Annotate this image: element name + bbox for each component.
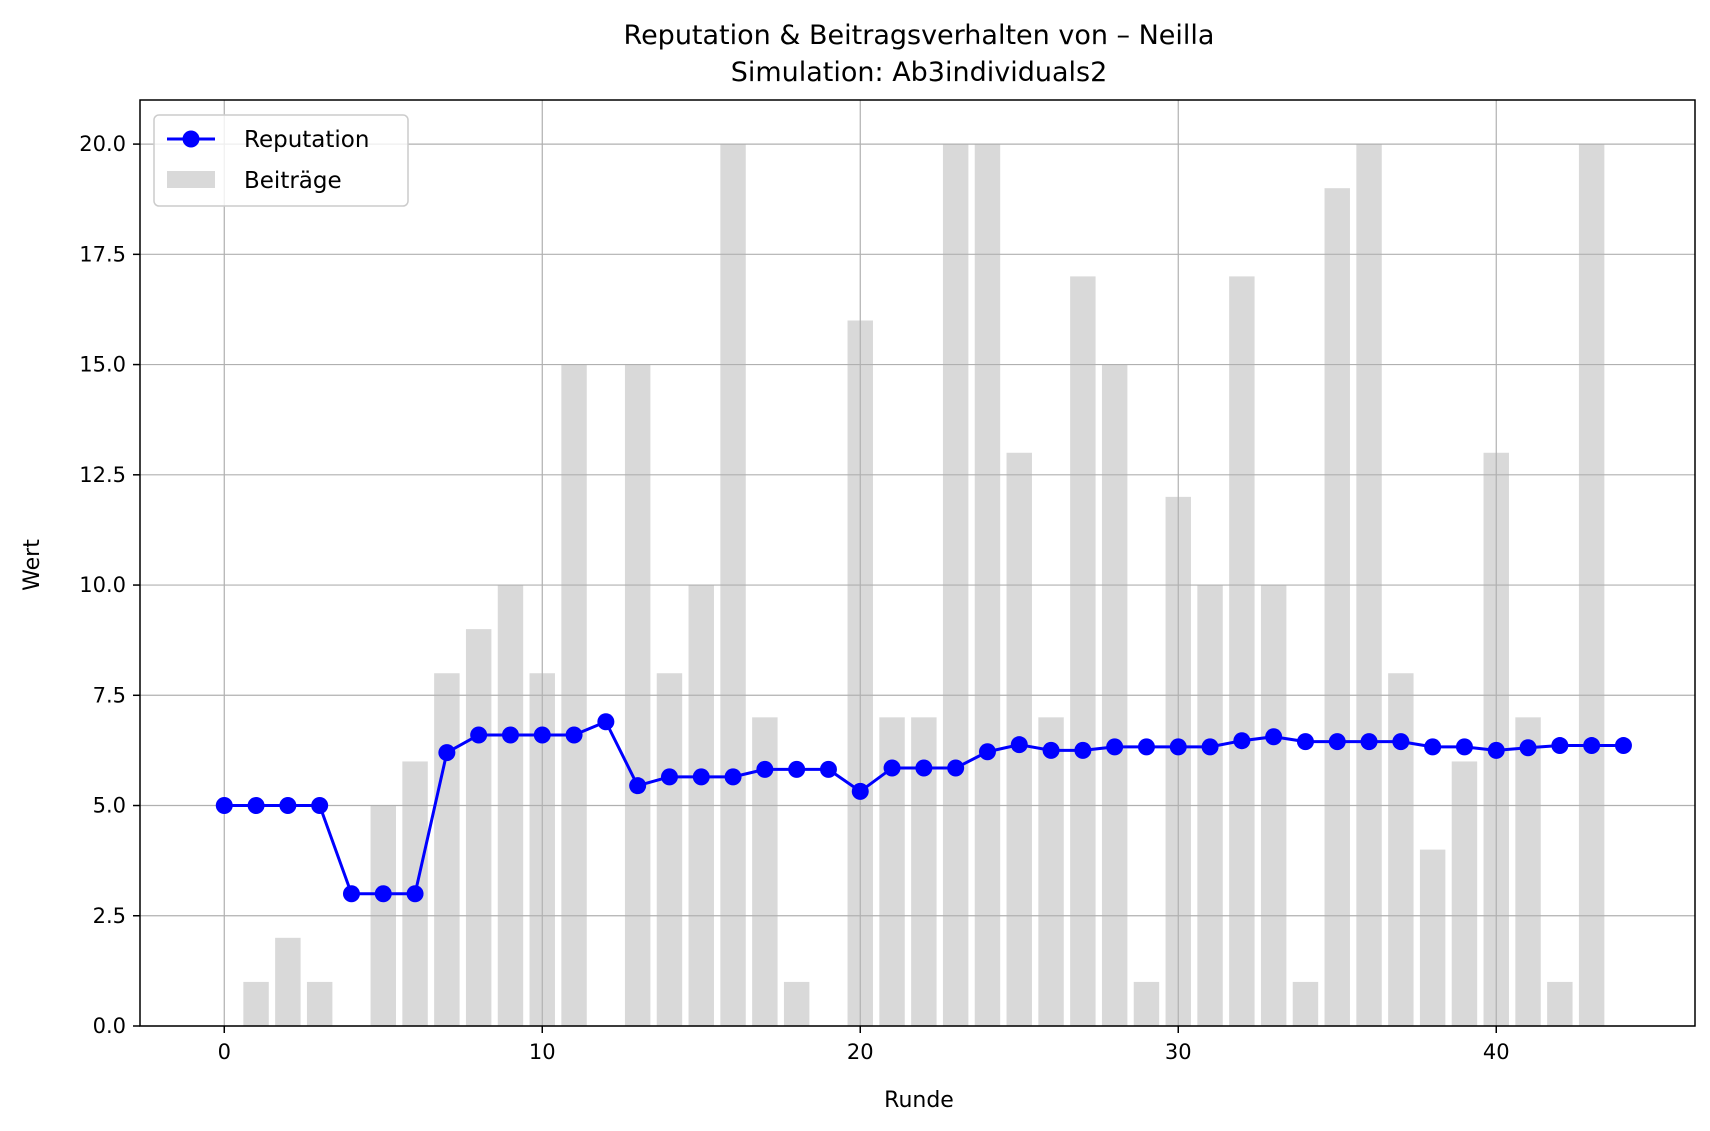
reputation-point: [1296, 733, 1314, 751]
contribution-bar: [465, 629, 492, 1026]
y-tick-label: 7.5: [93, 683, 126, 707]
contribution-bar: [1324, 188, 1350, 1026]
contribution-bar: [306, 981, 333, 1026]
reputation-point: [342, 885, 360, 903]
reputation-point: [1042, 741, 1060, 759]
reputation-point: [438, 744, 456, 762]
reputation-point: [1010, 736, 1028, 754]
reputation-point: [915, 759, 933, 777]
legend-reputation-marker: [182, 130, 200, 148]
reputation-point: [1106, 738, 1124, 756]
legend-reputation-label: Reputation: [244, 127, 369, 153]
x-tick-label: 10: [529, 1040, 556, 1064]
reputation-line-layer: [215, 713, 1632, 903]
reputation-point: [1169, 738, 1187, 756]
reputation-point: [374, 885, 392, 903]
reputation-point: [565, 726, 583, 744]
reputation-point: [1424, 738, 1442, 756]
contribution-bar: [1515, 717, 1541, 1026]
legend-contributions-swatch: [167, 171, 215, 188]
reputation-point: [501, 726, 519, 744]
y-axis-label: Wert: [20, 539, 45, 591]
reputation-point: [406, 885, 424, 903]
y-tick-label: 17.5: [79, 242, 126, 266]
reputation-point: [724, 768, 742, 786]
legend: Reputation Beiträge: [153, 114, 409, 207]
x-tick-label: 40: [1483, 1040, 1510, 1064]
reputation-point: [279, 797, 297, 815]
reputation-point: [1519, 739, 1537, 757]
chart-subtitle: Simulation: Ab3individuals2: [731, 57, 1108, 88]
reputation-point: [692, 768, 710, 786]
y-tick-label: 15.0: [79, 353, 126, 377]
contribution-bar: [434, 673, 460, 1026]
reputation-point: [1328, 733, 1346, 751]
reputation-point: [1360, 733, 1378, 751]
reputation-point: [1583, 737, 1601, 755]
y-tick-label: 5.0: [93, 794, 126, 818]
reputation-point: [215, 797, 233, 815]
reputation-point: [597, 713, 615, 731]
contribution-bar: [1292, 981, 1319, 1026]
reputation-point: [533, 726, 551, 744]
y-tick-label: 0.0: [93, 1014, 126, 1038]
grid-layer: [140, 100, 1695, 1027]
reputation-point: [1392, 733, 1410, 751]
y-tick-label: 20.0: [79, 132, 126, 156]
y-tick-label: 10.0: [79, 573, 126, 597]
reputation-point: [1074, 741, 1092, 759]
contribution-bar: [1419, 849, 1446, 1026]
plot-frame: [139, 99, 1696, 1027]
contribution-bar: [1451, 761, 1478, 1026]
contribution-bar: [243, 981, 269, 1026]
reputation-point: [947, 759, 965, 777]
reputation-point: [851, 782, 869, 800]
reputation-point: [883, 759, 901, 777]
contribution-bar: [1229, 276, 1255, 1026]
reputation-point: [1487, 741, 1505, 759]
ticks-layer: 0 10 20 30 40 0.0 2.5 5.0 7.5 10.0 12.5 15.0 17.5 20.…: [79, 132, 1509, 1064]
reputation-point: [788, 760, 806, 778]
y-tick-label: 2.5: [93, 904, 126, 928]
reputation-point: [247, 797, 265, 815]
contribution-bar: [1038, 717, 1064, 1026]
legend-contributions-label: Beiträge: [244, 168, 342, 194]
reputation-point: [629, 777, 647, 795]
reputation-point: [1265, 728, 1283, 746]
reputation-point: [1455, 738, 1473, 756]
reputation-point: [1614, 737, 1632, 755]
y-tick-label: 12.5: [79, 463, 126, 487]
reputation-point: [978, 743, 996, 761]
contribution-bar: [1070, 276, 1096, 1026]
reputation-point: [819, 760, 837, 778]
reputation-point: [470, 726, 488, 744]
x-tick-label: 0: [218, 1040, 231, 1064]
x-tick-label: 30: [1165, 1040, 1192, 1064]
legend-box: [153, 114, 409, 207]
plot-border: [139, 99, 1696, 1027]
reputation-point: [660, 768, 678, 786]
contribution-bar: [1388, 673, 1414, 1026]
reputation-point: [1137, 738, 1155, 756]
contribution-bar: [656, 673, 683, 1026]
x-axis-label: Runde: [884, 1088, 954, 1113]
contribution-bar: [1133, 981, 1160, 1026]
contribution-bar: [275, 937, 301, 1026]
chart-title: Reputation & Beitragsverhalten von – Nei…: [624, 20, 1215, 51]
contribution-bar: [783, 981, 810, 1026]
x-tick-label: 20: [847, 1040, 874, 1064]
contribution-bar: [1547, 981, 1573, 1026]
reputation-point: [1233, 732, 1251, 750]
reputation-point: [311, 797, 329, 815]
reputation-point: [1551, 737, 1569, 755]
reputation-point: [756, 760, 774, 778]
reputation-point: [1201, 738, 1219, 756]
